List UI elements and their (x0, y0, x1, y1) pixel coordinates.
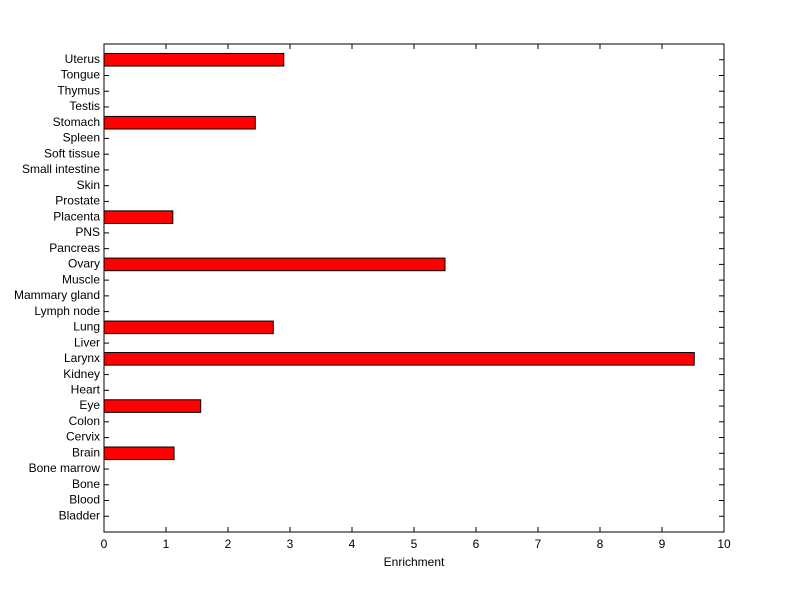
x-tick-label: 6 (473, 537, 480, 551)
bar (103, 210, 174, 224)
x-tick-label: 8 (597, 537, 604, 551)
y-tick-label: Small intestine (22, 162, 100, 176)
y-tick-label: Mammary gland (14, 288, 100, 302)
bar (103, 352, 695, 366)
y-tick-label: Soft tissue (44, 146, 100, 160)
bar (103, 446, 175, 461)
x-tick-label: 5 (411, 537, 418, 551)
y-tick-label: Bone (72, 477, 100, 491)
y-tick-label: Uterus (65, 52, 100, 66)
bar (103, 115, 256, 130)
y-tick-label: Kidney (63, 367, 100, 381)
y-tick-label: PNS (75, 225, 100, 239)
y-tick-label: Lymph node (34, 304, 100, 318)
y-tick-label: Cervix (66, 430, 100, 444)
x-tick-label: 0 (101, 537, 108, 551)
y-tick-label: Eye (79, 398, 100, 412)
x-tick-label: 10 (717, 537, 731, 551)
x-tick-label: 3 (287, 537, 294, 551)
y-tick-label: Lung (73, 320, 100, 334)
x-axis-label: Enrichment (384, 555, 445, 569)
x-tick-label: 9 (659, 537, 666, 551)
y-tick-label: Bladder (59, 508, 100, 522)
bar (103, 257, 446, 272)
y-tick-label: Blood (69, 493, 100, 507)
x-tick-label: 7 (535, 537, 542, 551)
bar (103, 399, 202, 413)
y-tick-label: Heart (71, 382, 101, 396)
y-tick-label: Testis (69, 99, 100, 113)
y-tick-label: Skin (77, 178, 100, 192)
x-tick-label: 4 (349, 537, 356, 551)
y-tick-label: Ovary (68, 257, 100, 271)
y-tick-label: Spleen (63, 131, 100, 145)
y-tick-label: Liver (74, 335, 100, 349)
y-tick-label: Prostate (55, 194, 100, 208)
axes-box (103, 43, 725, 533)
bar (103, 52, 285, 67)
y-tick-label: Bone marrow (29, 461, 101, 475)
bar (103, 320, 274, 335)
y-tick-label: Larynx (64, 351, 100, 365)
x-tick-label: 1 (163, 537, 170, 551)
y-tick-label: Muscle (62, 272, 100, 286)
y-tick-label: Colon (69, 414, 100, 428)
y-tick-label: Brain (72, 445, 100, 459)
y-tick-label: Pancreas (49, 241, 100, 255)
y-tick-label: Stomach (53, 115, 100, 129)
y-tick-label: Thymus (57, 83, 100, 97)
y-tick-label: Tongue (61, 68, 101, 82)
x-tick-label: 2 (225, 537, 232, 551)
y-tick-label: Placenta (53, 209, 100, 223)
